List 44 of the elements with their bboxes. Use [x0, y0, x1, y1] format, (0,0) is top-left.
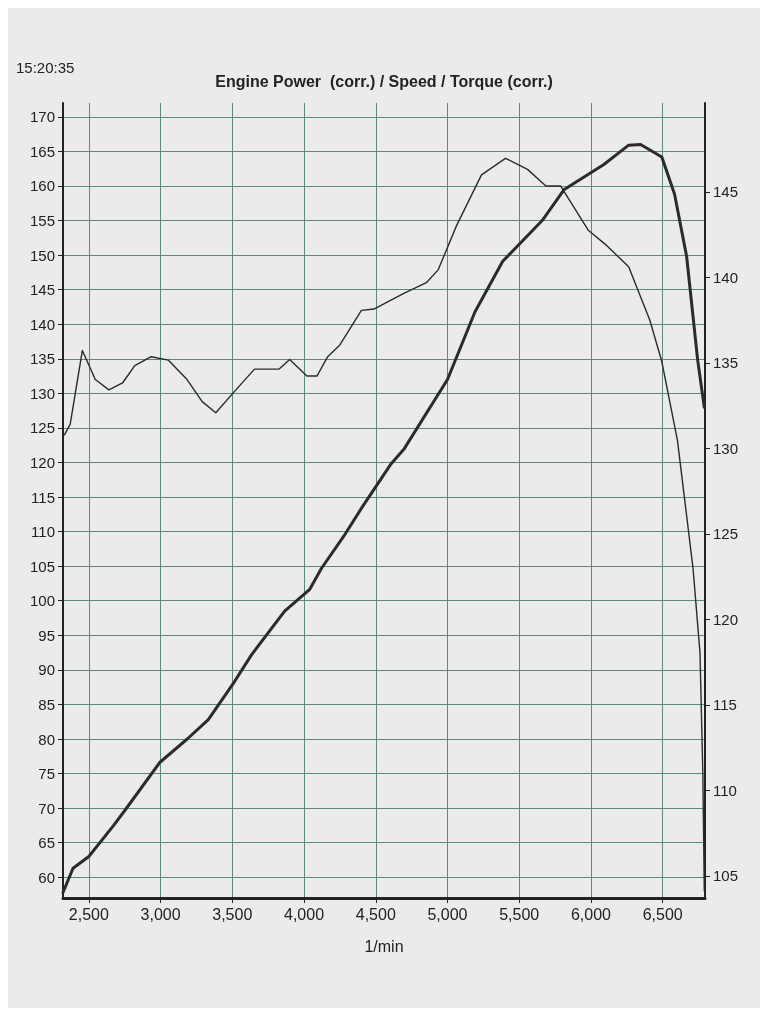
y-tick-label: 80: [38, 730, 55, 748]
y-tick-label: 90: [38, 661, 55, 679]
y-tick-label: 165: [29, 142, 55, 160]
x-tick-label: 3,000: [140, 905, 181, 923]
y2-tick-label: 145: [713, 183, 739, 201]
y-tick-label: 130: [29, 384, 55, 402]
y-tick-label: 65: [38, 834, 55, 852]
y-tick-label: 105: [29, 557, 55, 575]
y-tick-label: 115: [31, 488, 55, 506]
y-tick-label: 155: [29, 212, 55, 230]
x-tick-label: 6,500: [642, 905, 683, 923]
y2-tick-label: 105: [713, 867, 739, 885]
y2-tick-label: 125: [713, 525, 739, 543]
y-tick-label: 60: [38, 868, 55, 886]
y-tick-label: 170: [29, 108, 55, 126]
y2-tick-label: 120: [713, 610, 739, 628]
y-tick-label: 145: [29, 281, 55, 299]
y2-tick-label: 130: [713, 439, 739, 457]
y-tick-label: 135: [29, 350, 55, 368]
x-tick-label: 3,500: [212, 905, 253, 923]
y-tick-label: 110: [31, 523, 55, 541]
y-tick-label: 140: [29, 315, 55, 333]
y-tick-label: 150: [29, 246, 55, 264]
y2-tick-label: 135: [713, 354, 739, 372]
y-tick-label: 75: [38, 765, 55, 783]
x-tick-label: 4,500: [355, 905, 396, 923]
y-tick-label: 70: [38, 799, 55, 817]
x-tick-label: 4,000: [284, 905, 325, 923]
x-tick-label: 5,500: [499, 905, 540, 923]
chart-title: Engine Power (corr.) / Speed / Torque (corr.): [215, 72, 553, 90]
y2-tick-label: 140: [713, 268, 739, 286]
y2-tick-label: 115: [713, 696, 737, 714]
y-tick-label: 100: [29, 592, 55, 610]
x-tick-label: 2,500: [68, 905, 109, 923]
x-tick-label: 5,000: [427, 905, 468, 923]
x-tick-label: 6,000: [570, 905, 612, 923]
y-tick-label: 95: [38, 626, 55, 644]
y2-tick-label: 110: [713, 781, 737, 799]
y-tick-label: 125: [29, 419, 55, 437]
y-tick-label: 120: [29, 453, 55, 471]
x-axis-title: 1/min: [364, 937, 404, 955]
y-tick-label: 85: [38, 695, 55, 713]
y-tick-label: 160: [29, 177, 55, 195]
text: 15:20:35: [16, 59, 75, 76]
